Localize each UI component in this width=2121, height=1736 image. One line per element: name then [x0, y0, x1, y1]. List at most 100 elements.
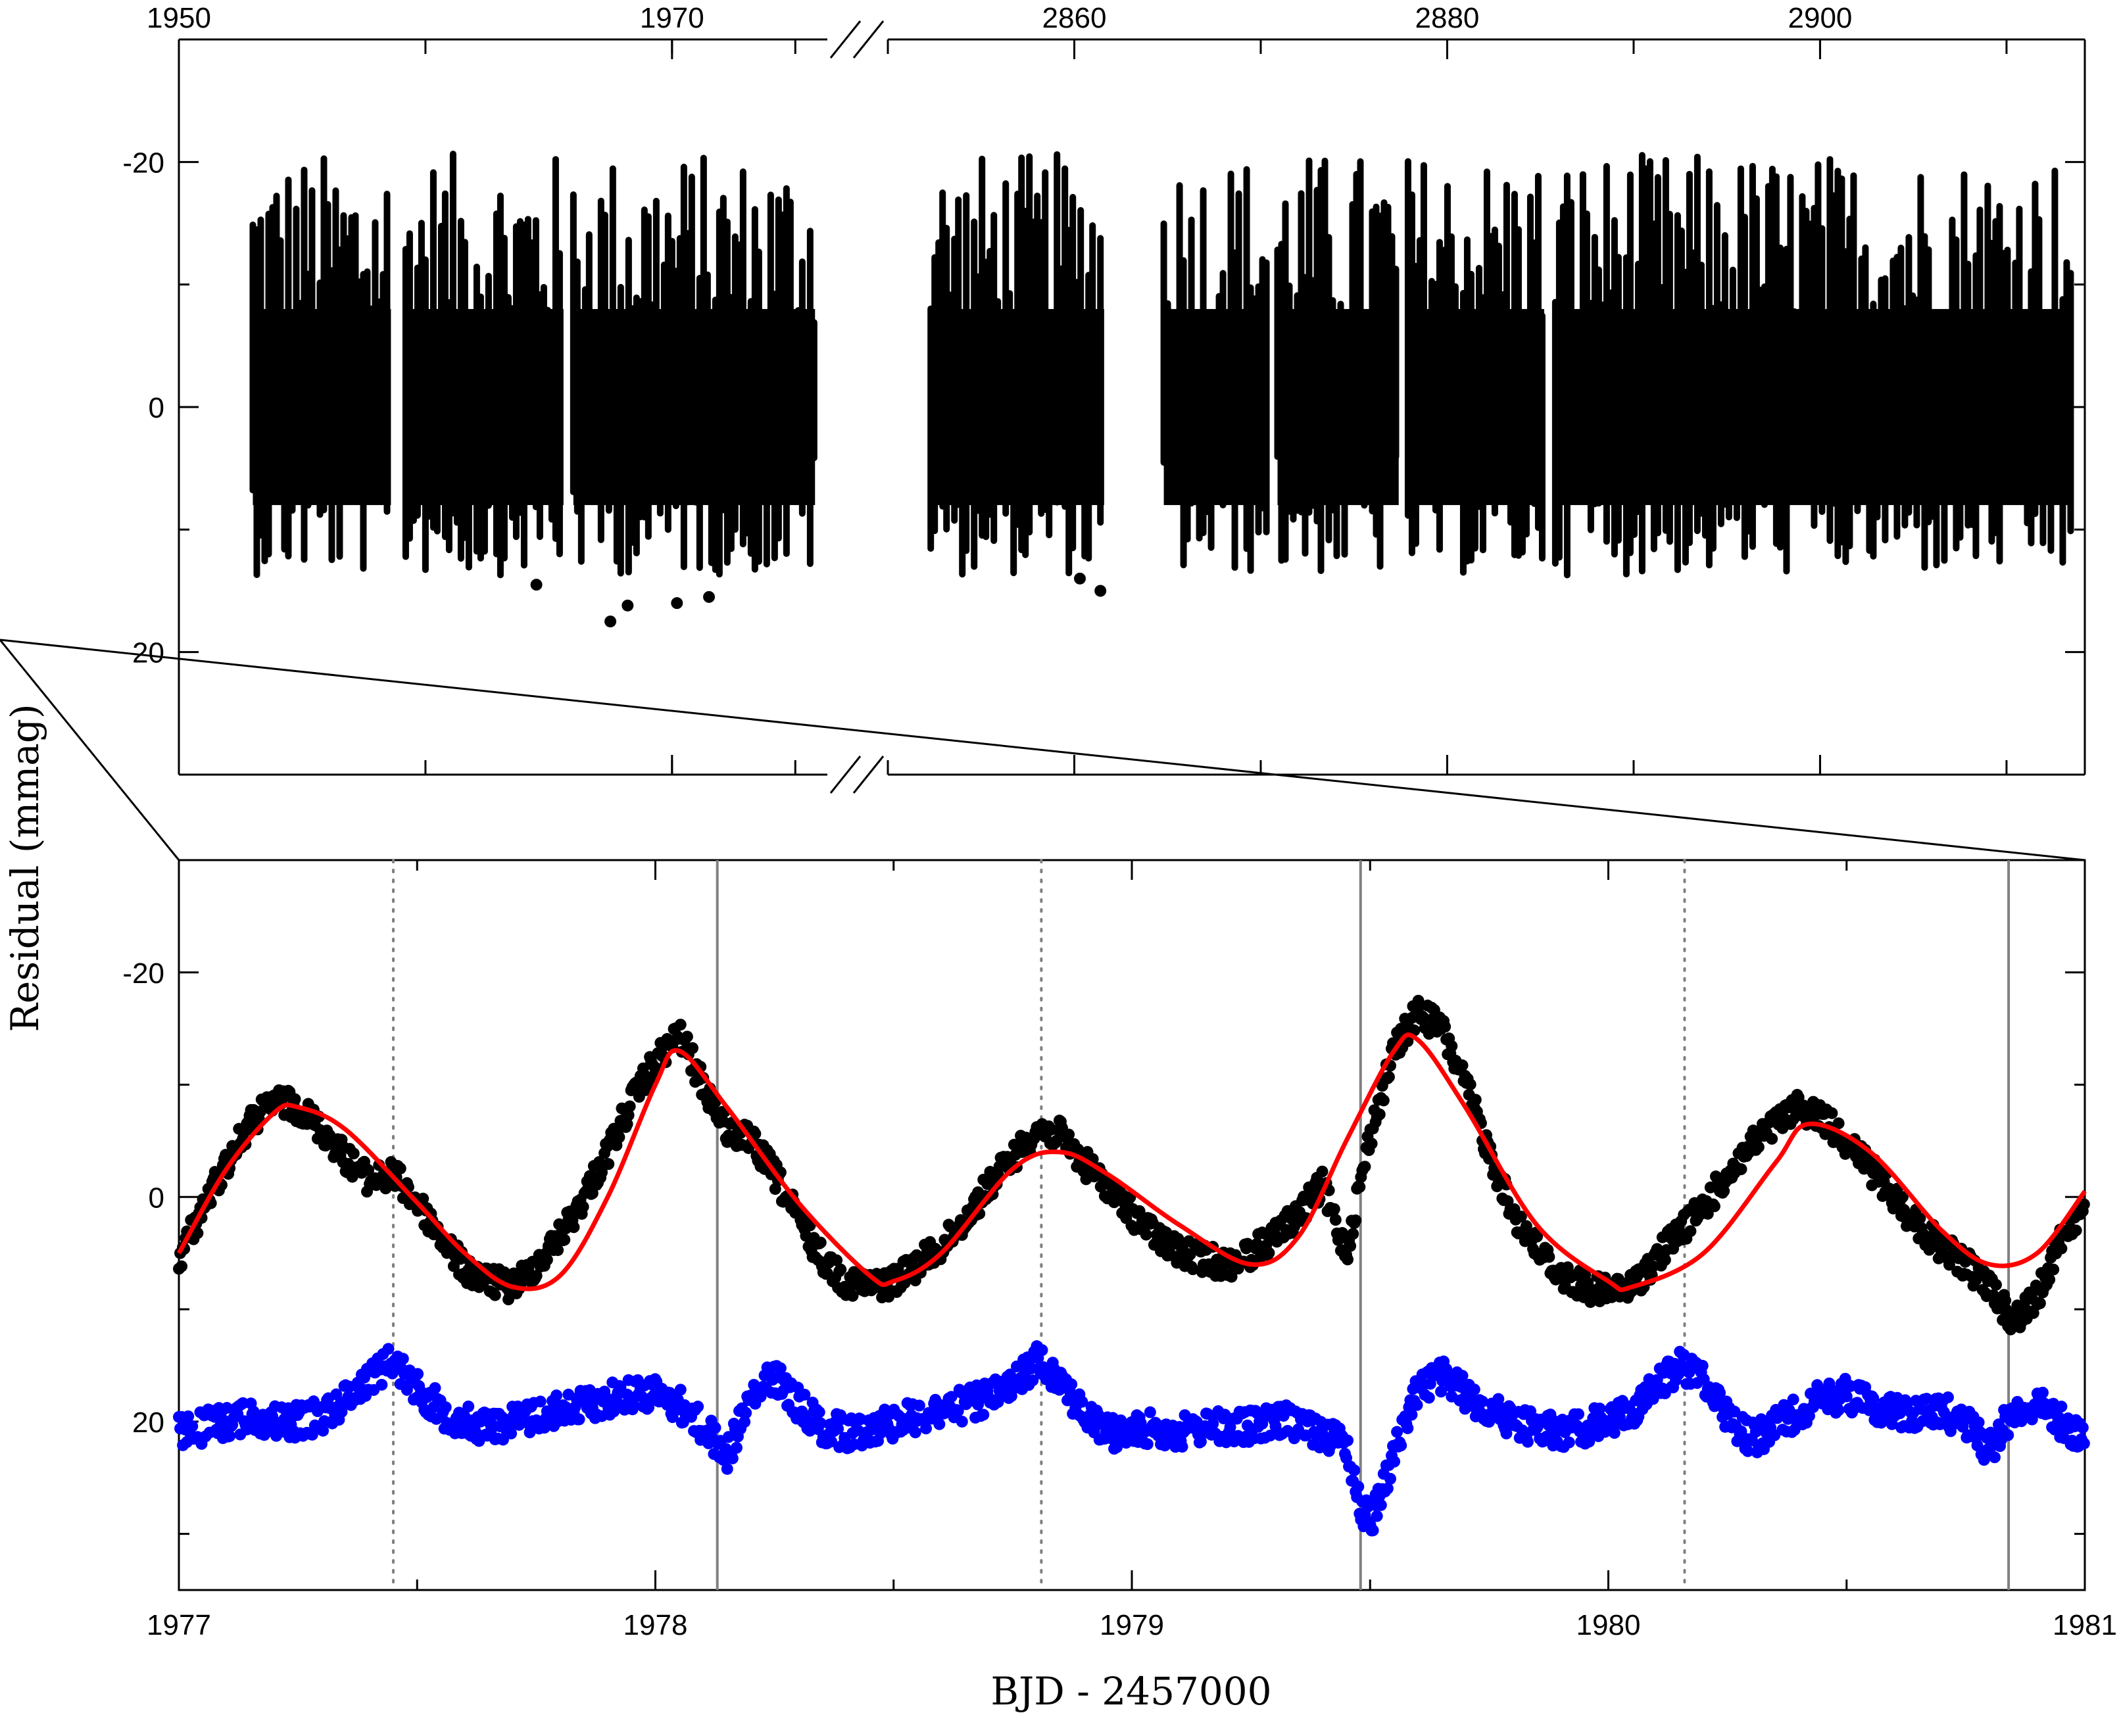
observed-point: [1365, 1138, 1378, 1150]
observed-point: [1989, 1278, 2002, 1291]
top-y-tick-label: -20: [122, 147, 164, 179]
observed-point: [835, 1263, 847, 1276]
observed-point: [637, 1062, 649, 1074]
residual-point: [1384, 1472, 1396, 1485]
residual-point: [1342, 1434, 1354, 1447]
residual-point: [1395, 1439, 1407, 1452]
residual-point: [1402, 1422, 1414, 1434]
bottom-x-tick-label: 1980: [1576, 1609, 1641, 1641]
top-data-point: [530, 579, 543, 591]
observed-point: [1446, 1040, 1458, 1052]
residual-point: [186, 1420, 199, 1432]
residual-point: [505, 1427, 518, 1439]
observed-point: [1439, 1021, 1451, 1033]
residual-point: [627, 1399, 640, 1412]
residual-point: [573, 1413, 585, 1426]
residual-point: [798, 1388, 811, 1401]
residual-point: [2036, 1386, 2049, 1399]
residual-point: [1076, 1395, 1088, 1408]
residual-point: [1405, 1409, 1418, 1421]
top-x-tick-label: 2860: [1042, 2, 1107, 34]
residual-point: [2055, 1401, 2068, 1413]
observed-point: [1353, 1181, 1366, 1194]
observed-point: [622, 1109, 635, 1121]
observed-point: [1515, 1210, 1527, 1222]
top-data-band: [1407, 308, 1544, 506]
observed-point: [1063, 1128, 1075, 1141]
observed-point: [1373, 1108, 1386, 1121]
residual-point: [1563, 1436, 1575, 1449]
observed-point: [1826, 1107, 1838, 1119]
top-data-band: [1277, 308, 1399, 506]
residual-point: [1424, 1378, 1436, 1390]
observed-point: [1914, 1212, 1926, 1224]
residual-point: [1065, 1378, 1078, 1391]
observed-point: [1469, 1094, 1482, 1106]
zoom-connector-lines: [0, 639, 2085, 861]
residual-point: [1988, 1451, 2001, 1464]
residual-point: [643, 1401, 655, 1414]
residual-point: [920, 1422, 933, 1435]
observed-point: [1347, 1228, 1359, 1240]
observed-point: [1766, 1132, 1778, 1145]
observed-point: [394, 1162, 406, 1174]
residual-point: [1742, 1445, 1754, 1457]
residual-point: [913, 1399, 925, 1412]
residual-point: [1264, 1430, 1277, 1442]
top-y-tick-label: 0: [149, 392, 164, 424]
residual-point: [774, 1362, 787, 1374]
top-data-point: [1094, 585, 1107, 597]
residual-point: [1435, 1386, 1448, 1398]
bottom-x-tick-label: 1981: [2053, 1609, 2117, 1641]
observed-point: [1999, 1294, 2012, 1307]
observed-point: [1140, 1228, 1152, 1241]
residual-point: [814, 1417, 827, 1430]
observed-point: [558, 1234, 571, 1246]
residual-point: [550, 1389, 563, 1402]
residual-point: [221, 1402, 233, 1414]
bottom-y-tick-label: 20: [132, 1407, 164, 1439]
residual-point: [538, 1422, 550, 1434]
top-y-tick-label: 20: [132, 637, 164, 669]
residual-point: [1388, 1455, 1401, 1468]
observed-point: [2070, 1224, 2082, 1237]
residual-point: [1207, 1418, 1219, 1430]
residual-point: [1594, 1403, 1606, 1415]
residual-point: [534, 1395, 547, 1408]
observed-point: [1133, 1205, 1146, 1217]
residual-point: [977, 1409, 990, 1421]
observed-point: [749, 1128, 762, 1140]
residual-point: [813, 1406, 825, 1418]
residual-point: [1867, 1392, 1880, 1405]
residual-point: [1371, 1510, 1383, 1522]
bottom-x-tick-label: 1978: [623, 1609, 688, 1641]
residual-point: [1456, 1370, 1469, 1382]
observed-point: [1350, 1214, 1362, 1226]
observed-point: [1943, 1259, 1955, 1271]
observed-point: [1344, 1240, 1357, 1252]
observed-point: [1708, 1200, 1720, 1213]
observed-point: [1186, 1263, 1199, 1276]
bottom-x-tick-label: 1977: [147, 1609, 211, 1641]
observed-point: [176, 1260, 188, 1272]
residual-point: [933, 1418, 946, 1430]
top-data-band: [1163, 308, 1269, 506]
observed-point: [1377, 1094, 1390, 1107]
observed-point: [530, 1270, 543, 1282]
residual-point: [1381, 1482, 1394, 1495]
observed-point: [2043, 1273, 2056, 1286]
observed-point: [1359, 1161, 1371, 1173]
observed-point: [687, 1042, 699, 1054]
residual-point: [1787, 1393, 1799, 1406]
observed-point: [2055, 1242, 2068, 1255]
observed-point: [846, 1290, 859, 1302]
observed-point: [1531, 1230, 1544, 1243]
observed-point: [1328, 1203, 1340, 1215]
observed-point: [347, 1147, 360, 1160]
bottom-y-tick-label: 0: [149, 1182, 164, 1214]
observed-point: [1735, 1163, 1747, 1176]
residual-point: [1696, 1359, 1709, 1372]
top-data-point: [1073, 572, 1086, 585]
residual-point: [956, 1415, 968, 1428]
